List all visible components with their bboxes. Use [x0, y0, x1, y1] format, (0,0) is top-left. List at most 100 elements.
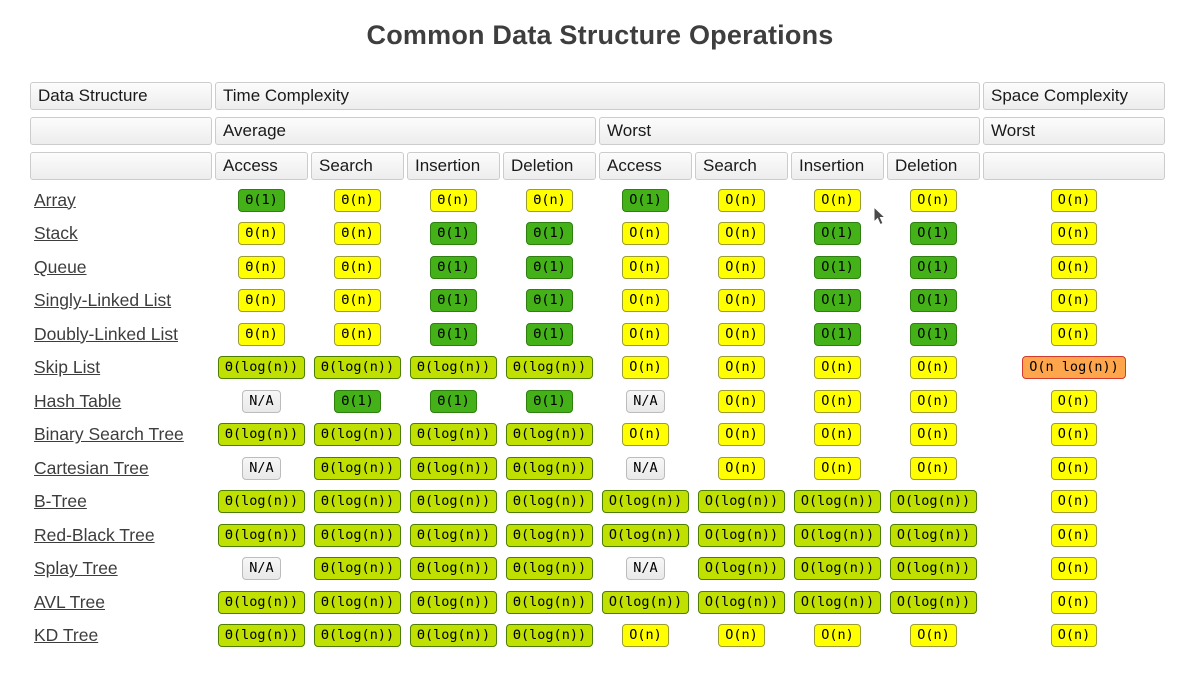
complexity-badge: Θ(n): [334, 289, 381, 313]
complexity-badge: Θ(n): [238, 255, 285, 279]
complexity-badge: O(log(n)): [601, 523, 690, 547]
complexity-badge: Θ(log(n)): [409, 490, 498, 514]
complexity-badge: O(1): [814, 222, 861, 246]
complexity-badge: Θ(log(n)): [409, 523, 498, 547]
table-cell: Θ(log(n)): [311, 556, 404, 583]
row-link-kd-tree[interactable]: KD Tree: [34, 625, 99, 646]
table-cell: Θ(log(n)): [215, 522, 308, 549]
complexity-badge: O(n): [1050, 423, 1098, 447]
complexity-badge: Θ(n): [430, 188, 477, 212]
table-cell: O(n): [599, 221, 692, 248]
header-op-insertion-avg: Insertion: [407, 152, 500, 180]
table-cell: O(n): [887, 455, 980, 482]
complexity-badge: O(log(n)): [793, 490, 882, 514]
table-cell: Θ(log(n)): [215, 355, 308, 382]
complexity-badge: O(n): [622, 289, 669, 313]
table-cell: O(n): [695, 623, 788, 650]
table-cell: Θ(log(n)): [503, 623, 596, 650]
row-link-cartesian-tree[interactable]: Cartesian Tree: [34, 457, 149, 478]
table-cell: O(1): [887, 321, 980, 348]
row-label-cell: Red-Black Tree: [30, 522, 212, 549]
row-link-avl-tree[interactable]: AVL Tree: [34, 591, 106, 612]
table-cell: Θ(1): [503, 254, 596, 281]
complexity-badge: O(log(n)): [697, 523, 786, 547]
complexity-badge: Θ(1): [238, 188, 285, 212]
complexity-badge: Θ(log(n)): [217, 490, 306, 514]
row-link-stack[interactable]: Stack: [34, 223, 78, 244]
table-cell: Θ(log(n)): [311, 489, 404, 516]
complexity-badge: O(n): [814, 188, 861, 212]
complexity-badge: O(n): [1050, 222, 1098, 246]
complexity-badge: O(n): [1050, 523, 1098, 547]
table-cell: Θ(log(n)): [311, 623, 404, 650]
table-cell: O(n): [983, 455, 1165, 482]
row-link-skip-list[interactable]: Skip List: [34, 357, 101, 378]
row-link-b-tree[interactable]: B-Tree: [34, 491, 87, 512]
complexity-badge: O(n): [718, 188, 765, 212]
table-cell: Θ(log(n)): [215, 489, 308, 516]
row-label-cell: Binary Search Tree: [30, 422, 212, 449]
table-cell: O(n): [983, 321, 1165, 348]
complexity-badge: Θ(log(n)): [409, 423, 498, 447]
table-cell: O(n): [695, 355, 788, 382]
table-cell: O(1): [791, 254, 884, 281]
row-link-binary-search-tree[interactable]: Binary Search Tree: [34, 424, 184, 445]
complexity-table: Data Structure Time Complexity Space Com…: [30, 82, 1165, 649]
table-cell: Θ(log(n)): [407, 522, 500, 549]
complexity-badge: Θ(log(n)): [505, 590, 594, 614]
table-cell: O(n): [791, 388, 884, 415]
complexity-badge: O(n): [1050, 255, 1098, 279]
row-link-hash-table[interactable]: Hash Table: [34, 390, 122, 411]
complexity-badge: Θ(log(n)): [313, 590, 402, 614]
table-cell: O(n): [983, 388, 1165, 415]
complexity-badge: Θ(log(n)): [409, 356, 498, 380]
table-cell: Θ(n): [311, 187, 404, 214]
complexity-badge: O(n): [1050, 289, 1098, 313]
complexity-badge: Θ(log(n)): [313, 523, 402, 547]
complexity-badge: O(n): [1050, 490, 1098, 514]
row-link-queue[interactable]: Queue: [34, 256, 87, 277]
table-cell: O(n): [791, 455, 884, 482]
complexity-badge: O(log(n)): [793, 523, 882, 547]
complexity-badge: O(n): [1050, 322, 1098, 346]
table-cell: Θ(1): [407, 321, 500, 348]
table-cell: Θ(1): [503, 388, 596, 415]
table-cell: O(log(n)): [791, 556, 884, 583]
row-label-cell: Splay Tree: [30, 556, 212, 583]
table-cell: Θ(n): [311, 221, 404, 248]
row-link-splay-tree[interactable]: Splay Tree: [34, 558, 118, 579]
complexity-badge: Θ(1): [430, 222, 477, 246]
complexity-badge: Θ(n): [526, 188, 573, 212]
table-cell: O(log(n)): [791, 522, 884, 549]
table-cell: O(n): [695, 388, 788, 415]
table-cell: Θ(log(n)): [311, 422, 404, 449]
table-cell: Θ(1): [407, 288, 500, 315]
table-cell: Θ(1): [407, 254, 500, 281]
table-cell: O(n): [599, 422, 692, 449]
row-link-doubly-linked-list[interactable]: Doubly-Linked List: [34, 323, 178, 344]
complexity-badge: Θ(n): [334, 188, 381, 212]
table-cell: Θ(log(n)): [407, 455, 500, 482]
table-cell: Θ(log(n)): [407, 589, 500, 616]
table-cell: Θ(log(n)): [215, 422, 308, 449]
table-cell: Θ(log(n)): [503, 422, 596, 449]
complexity-badge: Θ(log(n)): [505, 423, 594, 447]
table-cell: O(n): [791, 623, 884, 650]
row-link-array[interactable]: Array: [34, 189, 76, 210]
complexity-badge: N/A: [242, 456, 281, 480]
row-link-red-black-tree[interactable]: Red-Black Tree: [34, 524, 155, 545]
table-cell: O(log(n)): [887, 589, 980, 616]
complexity-badge: O(n): [814, 356, 861, 380]
complexity-badge: Θ(log(n)): [505, 557, 594, 581]
header-op-deletion-worst: Deletion: [887, 152, 980, 180]
complexity-badge: O(n): [1050, 456, 1098, 480]
complexity-badge: O(n): [622, 624, 669, 648]
table-cell: Θ(log(n)): [407, 556, 500, 583]
complexity-badge: O(n): [718, 624, 765, 648]
complexity-badge: O(n): [814, 456, 861, 480]
header-empty-cell: [983, 152, 1165, 180]
table-cell: Θ(log(n)): [311, 589, 404, 616]
complexity-badge: O(1): [910, 322, 957, 346]
complexity-badge: O(log(n)): [889, 490, 978, 514]
row-link-singly-linked-list[interactable]: Singly-Linked List: [34, 290, 172, 311]
